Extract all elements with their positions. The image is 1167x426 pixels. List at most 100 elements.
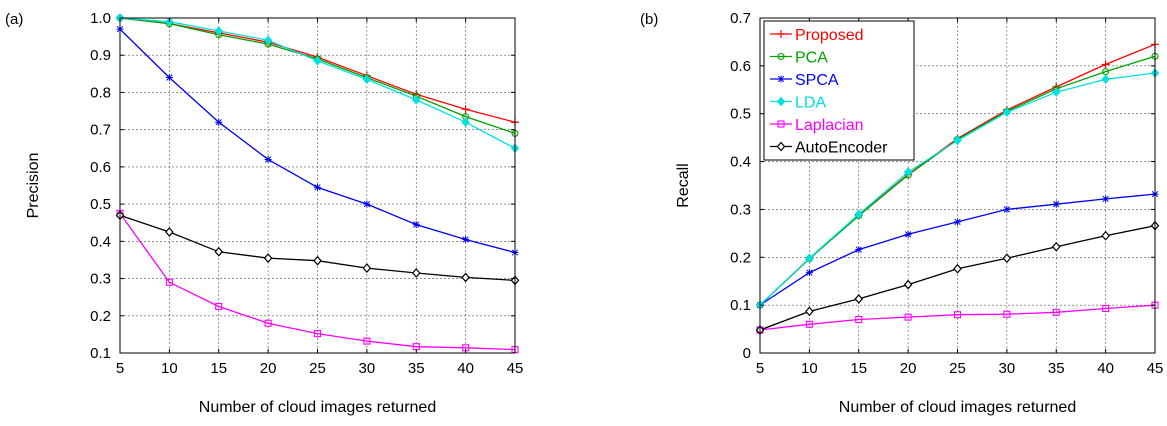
- data-point: [263, 253, 273, 263]
- y-tick-label: 0: [743, 345, 751, 362]
- y-tick-label: 0.3: [90, 271, 111, 288]
- x-tick-label: 15: [850, 360, 867, 377]
- data-point: [363, 200, 371, 208]
- x-tick-label: 5: [116, 360, 124, 377]
- data-point: [953, 263, 962, 274]
- legend-label: SPCA: [795, 72, 839, 89]
- panel-label: (a): [5, 11, 23, 28]
- data-point: [263, 35, 273, 46]
- data-point: [461, 105, 470, 114]
- y-tick-label: 0.7: [90, 122, 111, 139]
- y-axis-label: Recall: [675, 163, 692, 207]
- legend-label: LDA: [795, 95, 826, 112]
- data-point: [1003, 310, 1011, 318]
- legend-label: AutoEncoder: [795, 140, 888, 157]
- data-point: [412, 221, 420, 229]
- y-tick-label: 0.5: [90, 196, 111, 213]
- data-point: [363, 337, 371, 345]
- data-point: [1002, 253, 1012, 264]
- y-tick-label: 0.1: [90, 345, 111, 362]
- data-point: [264, 155, 272, 163]
- legend: Proposed PCA SPCA LDA Laplacian AutoEncoder: [763, 20, 915, 161]
- grid-lines: [760, 18, 1155, 353]
- data-point: [805, 269, 813, 277]
- y-tick-label: 0.2: [90, 308, 111, 325]
- series-4: [115, 13, 520, 154]
- data-point: [855, 246, 863, 254]
- y-tick-label: 0.4: [90, 233, 111, 250]
- x-tick-label: 10: [801, 360, 818, 377]
- legend-marker: [777, 30, 785, 38]
- data-point: [362, 74, 372, 85]
- data-point: [1003, 205, 1011, 213]
- data-point: [264, 319, 272, 327]
- y-tick-label: 0.9: [90, 47, 111, 64]
- data-point: [215, 118, 223, 126]
- y-tick-label: 0.3: [730, 201, 751, 218]
- y-axis-label: Precision: [25, 153, 42, 219]
- y-tick-label: 0.4: [730, 154, 751, 171]
- legend-item: Laplacian: [770, 117, 864, 134]
- legend-item: Proposed: [770, 27, 864, 44]
- x-tick-label: 45: [507, 360, 524, 377]
- data-point: [805, 320, 813, 328]
- data-point: [904, 230, 912, 238]
- data-point: [215, 302, 223, 311]
- x-tick-label: 40: [457, 360, 474, 377]
- y-tick-label: 0.2: [730, 249, 751, 266]
- data-point: [1052, 200, 1060, 208]
- legend-marker: [777, 75, 785, 83]
- legend-item: SPCA: [770, 72, 839, 89]
- data-point: [953, 135, 962, 146]
- legend-label: PCA: [795, 50, 828, 67]
- data-point: [165, 278, 173, 286]
- x-tick-label: 10: [161, 360, 178, 377]
- legend-item: PCA: [770, 50, 828, 67]
- y-tick-label: 0.6: [90, 159, 111, 176]
- legend-label: Proposed: [795, 27, 864, 44]
- x-tick-label: 30: [359, 360, 376, 377]
- x-tick-label: 25: [949, 360, 966, 377]
- data-point: [1051, 241, 1061, 252]
- data-point: [313, 56, 322, 66]
- data-point: [805, 253, 814, 264]
- legend-item: LDA: [770, 95, 826, 112]
- data-point: [904, 313, 912, 321]
- y-tick-label: 0.1: [730, 297, 751, 314]
- x-tick-label: 35: [408, 360, 425, 377]
- data-point: [954, 218, 961, 226]
- data-point: [1101, 230, 1110, 241]
- data-point: [313, 330, 322, 338]
- series-line: [759, 304, 1156, 331]
- x-tick-label: 20: [260, 360, 277, 377]
- y-tick-label: 0.6: [730, 58, 751, 75]
- legend-marker: [776, 96, 786, 107]
- x-tick-label: 25: [309, 360, 326, 377]
- x-tick-label: 20: [900, 360, 917, 377]
- data-point: [1002, 107, 1012, 118]
- x-tick-label: 35: [1048, 360, 1065, 377]
- legend-label: Laplacian: [795, 117, 864, 134]
- panel-label: (b): [640, 11, 658, 28]
- data-point: [362, 263, 372, 274]
- data-point: [855, 315, 863, 324]
- x-tick-label: 30: [999, 360, 1016, 377]
- data-point: [1102, 195, 1110, 203]
- x-axis-label: Number of cloud images returned: [839, 399, 1076, 416]
- data-point: [1101, 74, 1110, 85]
- legend-marker: [777, 52, 785, 61]
- data-point: [805, 306, 814, 317]
- data-point: [214, 26, 223, 36]
- legend-marker: [777, 120, 785, 128]
- chart-panel-1: 5 10 15 20 25 30 35 40 45 0.1 0.2 0.3 0.4 0.5 0.6 0.7 0.…: [5, 10, 523, 416]
- legend-marker: [776, 141, 786, 152]
- data-point: [1101, 60, 1110, 69]
- series-line: [119, 213, 516, 351]
- y-tick-label: 0.7: [730, 10, 751, 27]
- x-tick-label: 5: [756, 360, 764, 377]
- data-point: [462, 235, 470, 243]
- legend-box: [763, 20, 915, 161]
- data-point: [411, 268, 421, 278]
- y-tick-label: 1.0: [90, 10, 111, 27]
